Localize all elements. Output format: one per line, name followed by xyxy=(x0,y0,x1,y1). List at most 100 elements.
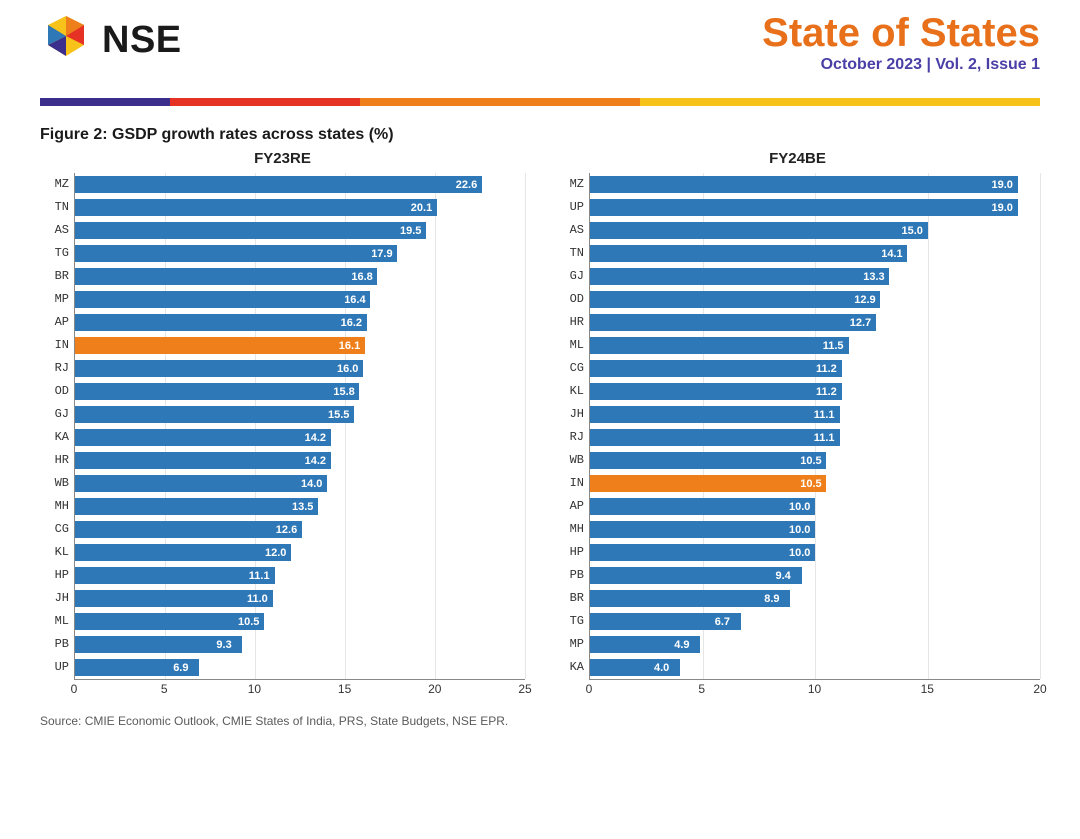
bar-value: 14.2 xyxy=(301,426,326,449)
bar-value: 16.8 xyxy=(347,265,372,288)
y-label: JH xyxy=(55,587,75,610)
x-tick: 5 xyxy=(161,682,168,696)
bar-highlight xyxy=(75,337,365,354)
bar-row: HR14.2 xyxy=(75,449,525,472)
bar-value: 15.8 xyxy=(329,380,354,403)
bar-row: WB10.5 xyxy=(590,449,1040,472)
bar-row: KA14.2 xyxy=(75,426,525,449)
y-label: RJ xyxy=(570,426,590,449)
y-label: CG xyxy=(55,518,75,541)
bar xyxy=(75,475,327,492)
bar-row: BR16.8 xyxy=(75,265,525,288)
bar-row: MZ19.0 xyxy=(590,173,1040,196)
bar-value: 11.0 xyxy=(243,587,268,610)
x-tick: 15 xyxy=(338,682,351,696)
y-label: TG xyxy=(55,242,75,265)
bar xyxy=(590,567,802,584)
bar xyxy=(590,291,880,308)
report-subtitle: October 2023 | Vol. 2, Issue 1 xyxy=(762,56,1040,74)
bar-row: UP19.0 xyxy=(590,196,1040,219)
bar-value: 16.0 xyxy=(333,357,358,380)
bar-row: AP10.0 xyxy=(590,495,1040,518)
bar xyxy=(590,245,907,262)
y-label: KL xyxy=(570,380,590,403)
bar xyxy=(590,406,840,423)
bar xyxy=(75,314,367,331)
bar-row: MH13.5 xyxy=(75,495,525,518)
y-label: MH xyxy=(570,518,590,541)
y-label: OD xyxy=(570,288,590,311)
bar-value: 13.5 xyxy=(288,495,313,518)
bar xyxy=(75,245,397,262)
bar-row: KL12.0 xyxy=(75,541,525,564)
bar-value: 12.0 xyxy=(261,541,286,564)
y-label: OD xyxy=(55,380,75,403)
source-line: Source: CMIE Economic Outlook, CMIE Stat… xyxy=(40,714,1040,728)
y-label: AP xyxy=(570,495,590,518)
bar xyxy=(590,429,840,446)
bar-row: IN16.1 xyxy=(75,334,525,357)
bar-row: OD15.8 xyxy=(75,380,525,403)
bar-value: 14.0 xyxy=(297,472,322,495)
bar xyxy=(75,429,331,446)
y-label: GJ xyxy=(570,265,590,288)
bar-row: MZ22.6 xyxy=(75,173,525,196)
x-tick: 10 xyxy=(248,682,261,696)
y-label: GJ xyxy=(55,403,75,426)
x-tick: 25 xyxy=(518,682,531,696)
bar-value: 14.1 xyxy=(877,242,902,265)
bar xyxy=(75,222,426,239)
bar-value: 11.2 xyxy=(812,380,837,403)
bar-value: 10.5 xyxy=(234,610,259,633)
chart-right-plot: MZ19.0UP19.0AS15.0TN14.1GJ13.3OD12.9HR12… xyxy=(589,173,1040,680)
bar-row: HR12.7 xyxy=(590,311,1040,334)
bar xyxy=(75,452,331,469)
y-label: UP xyxy=(55,656,75,679)
y-label: HR xyxy=(570,311,590,334)
bar-row: PB9.4 xyxy=(590,564,1040,587)
page: NSE State of States October 2023 | Vol. … xyxy=(0,0,1080,839)
bar xyxy=(590,383,842,400)
bar-row: AP16.2 xyxy=(75,311,525,334)
rule-segment xyxy=(360,98,640,106)
bar-row: MP4.9 xyxy=(590,633,1040,656)
x-tick: 10 xyxy=(808,682,821,696)
chart-right-xaxis: 05101520 xyxy=(589,680,1040,700)
bar-row: OD12.9 xyxy=(590,288,1040,311)
bar-row: TN20.1 xyxy=(75,196,525,219)
bar-value: 10.0 xyxy=(785,495,810,518)
chart-left-plot: MZ22.6TN20.1AS19.5TG17.9BR16.8MP16.4AP16… xyxy=(74,173,525,680)
y-label: AS xyxy=(570,219,590,242)
bar-row: ML11.5 xyxy=(590,334,1040,357)
y-label: IN xyxy=(570,472,590,495)
chart-left: FY23RE MZ22.6TN20.1AS19.5TG17.9BR16.8MP1… xyxy=(40,150,525,700)
bar-row: HP10.0 xyxy=(590,541,1040,564)
bar xyxy=(590,222,928,239)
y-label: PB xyxy=(570,564,590,587)
bar xyxy=(75,406,354,423)
report-title: State of States xyxy=(762,12,1040,54)
bar-value: 15.0 xyxy=(898,219,923,242)
chart-left-title: FY23RE xyxy=(40,150,525,167)
bar-row: JH11.1 xyxy=(590,403,1040,426)
title-block: State of States October 2023 | Vol. 2, I… xyxy=(762,12,1040,74)
y-label: MP xyxy=(55,288,75,311)
y-label: TG xyxy=(570,610,590,633)
bar-row: BR8.9 xyxy=(590,587,1040,610)
header: NSE State of States October 2023 | Vol. … xyxy=(40,12,1040,84)
bar-value: 6.7 xyxy=(711,610,730,633)
bar-value: 11.2 xyxy=(812,357,837,380)
charts-container: FY23RE MZ22.6TN20.1AS19.5TG17.9BR16.8MP1… xyxy=(40,150,1040,700)
x-tick: 20 xyxy=(428,682,441,696)
rule-segment xyxy=(170,98,360,106)
bar-value: 16.4 xyxy=(340,288,365,311)
x-tick: 15 xyxy=(921,682,934,696)
y-label: JH xyxy=(570,403,590,426)
y-label: BR xyxy=(55,265,75,288)
x-tick: 20 xyxy=(1033,682,1046,696)
brand-name: NSE xyxy=(102,19,182,62)
y-label: TN xyxy=(55,196,75,219)
bar-row: MH10.0 xyxy=(590,518,1040,541)
y-label: TN xyxy=(570,242,590,265)
bar-value: 13.3 xyxy=(859,265,884,288)
